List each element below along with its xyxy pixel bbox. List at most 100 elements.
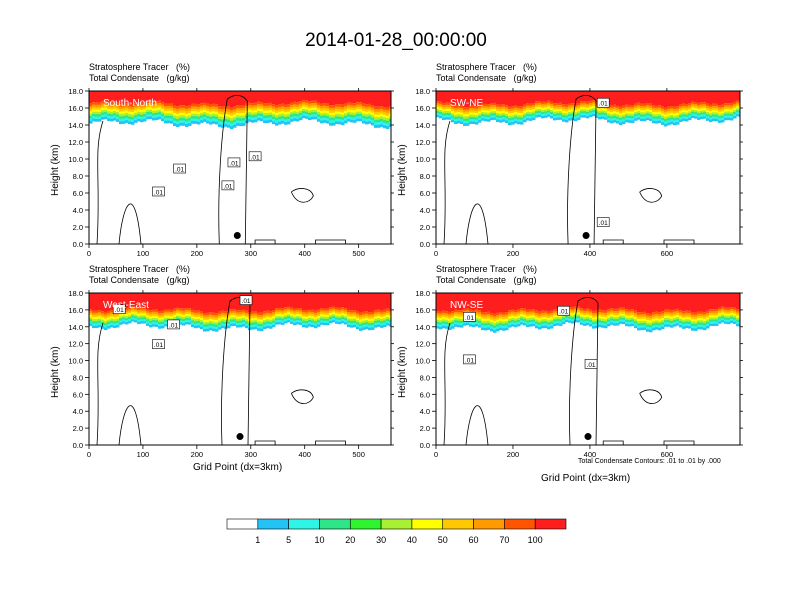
colorbar-box [257,518,289,530]
x-axis-title-left: Grid Point (dx=3km) [193,462,283,473]
contour-line [118,203,142,244]
x-tick-label: 500 [352,249,365,258]
y-tick-label: 6.0 [73,390,83,399]
svg-text:.01: .01 [169,322,178,329]
y-tick-label: 16.0 [68,306,83,315]
y-tick-label: 18.0 [415,87,430,96]
contour-line [315,440,346,445]
sounding-marker [584,433,592,441]
y-tick-label: 18.0 [68,87,83,96]
tracer-field-1 [89,91,391,244]
y-tick-label: 4.0 [73,206,83,215]
y-tick-label: 16.0 [415,306,430,315]
panel-name: SW-NE [450,98,483,109]
x-tick-label: 0 [434,249,438,258]
colorbar-label: 30 [376,535,386,545]
x-tick-label: 300 [245,450,258,459]
colorbar-box [442,518,474,530]
condensate-contours-1 [96,95,346,244]
y-tick-label: 6.0 [420,390,430,399]
tracer-field-2 [436,91,740,244]
y-tick-label: 14.0 [68,323,83,332]
colorbar-label: 50 [438,535,448,545]
x-tick-label: 0 [87,450,91,459]
y-tick-label: 0.0 [73,441,83,450]
contour-line [443,322,451,445]
y-tick-label: 10.0 [415,357,430,366]
x-tick-label: 0 [434,450,438,459]
y-tick-label: 18.0 [68,289,83,298]
contour-note: Total Condensate Contours: .01 to .01 by… [578,458,721,465]
contour-line [96,120,104,244]
y-tick-label: 6.0 [73,189,83,198]
contour-line [443,120,451,244]
y-tick-label: 0.0 [420,441,430,450]
panel-3: .01.01.01.01West-East0.02.04.06.08.010.0… [68,289,394,459]
contour-line [118,405,142,445]
colorbar-box [504,518,536,530]
y-tick-label: 14.0 [68,121,83,130]
y-tick-label: 16.0 [415,104,430,113]
contour-label: .01 [227,157,241,167]
svg-text:.01: .01 [559,309,568,316]
svg-text:.01: .01 [154,342,163,349]
x-tick-label: 600 [661,450,674,459]
plot-frame [435,292,741,446]
panel-name: NW-SE [450,300,483,311]
svg-text:.01: .01 [154,189,163,196]
y-tick-label: 12.0 [68,340,83,349]
colorbar-label: 1 [255,535,260,545]
contour-label: .01 [596,97,610,108]
x-tick-label: 200 [191,249,204,258]
svg-text:.01: .01 [242,298,251,305]
colorbar-label: 70 [499,535,509,545]
y-tick-label: 14.0 [415,323,430,332]
y-tick-label: 8.0 [73,172,83,181]
y-tick-label: 2.0 [73,424,83,433]
contour-line [290,389,314,404]
svg-text:.01: .01 [465,315,474,322]
svg-text:.01: .01 [175,167,184,174]
contour-line [663,239,695,244]
svg-text:.01: .01 [229,160,238,167]
y-tick-label: 2.0 [420,424,430,433]
x-axis-title-right: Grid Point (dx=3km) [541,473,631,484]
colorbar-box [411,518,444,530]
x-tick-label: 200 [507,450,520,459]
x-tick-label: 300 [245,249,258,258]
y-tick-label: 8.0 [73,373,83,382]
svg-text:.01: .01 [599,101,608,108]
y-tick-label: 18.0 [415,289,430,298]
contour-label: .01 [584,359,598,369]
contour-line [663,440,695,445]
x-tick-label: 400 [298,450,311,459]
y-tick-label: 4.0 [420,407,430,416]
sounding-marker [233,232,241,239]
contour-line [254,239,276,244]
plot-frame [88,90,392,245]
contour-line [639,188,663,203]
x-tick-label: 200 [191,450,204,459]
panel-4: .01 .01 .01 .01 NW-SE 0.0 2.0 4.0 6.0 8.0 10.0 12.0… [415,289,743,459]
tracer-field-4 [436,293,740,445]
contour-line [602,239,624,244]
contour-line [96,322,104,445]
panel-name: West-East [103,300,149,311]
panel-1: .01 .01 .01 .01 .01 South-North 0.0 2.0 4.0 6.0 8.… [68,87,394,258]
main-title: 2014-01-28_00:00:00 [305,30,487,51]
colorbar-label: 20 [345,535,355,545]
y-tick-label: 12.0 [415,340,430,349]
contour-label: .01 [463,312,476,322]
contour-label: .01 [239,295,253,305]
sounding-marker [236,433,244,441]
tracer-field-3 [89,293,391,445]
y-tick-label: 6.0 [420,189,430,198]
contour-label: .01 [596,217,610,227]
contour-line [465,405,489,445]
y-tick-label: 12.0 [68,138,83,147]
y-tick-label: 4.0 [73,407,83,416]
svg-text:.01: .01 [115,307,124,314]
colorbar-box [380,518,413,530]
